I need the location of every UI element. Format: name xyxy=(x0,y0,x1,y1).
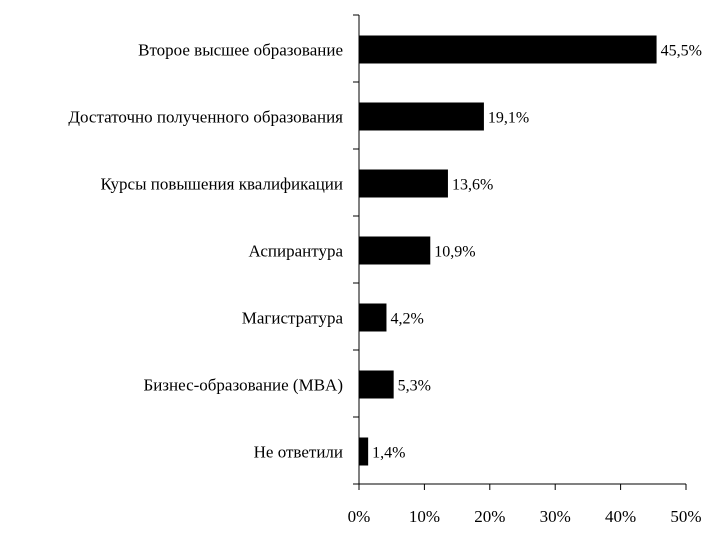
bar xyxy=(359,370,394,399)
x-tick-label: 20% xyxy=(474,507,505,526)
bar xyxy=(359,102,484,131)
data-label: 19,1% xyxy=(488,110,529,127)
axes-group xyxy=(353,14,687,490)
data-label: 45,5% xyxy=(661,43,702,60)
bar xyxy=(359,303,387,332)
category-label: Бизнес-образование (MBA) xyxy=(143,376,343,395)
data-label: 13,6% xyxy=(452,177,493,194)
data-label: 1,4% xyxy=(372,445,405,462)
x-tick-label: 40% xyxy=(605,507,636,526)
labels-group: 0% 10% 20% 30% 40% 50% Второе высшее образован… xyxy=(68,41,701,527)
bars-group xyxy=(359,35,657,466)
bar xyxy=(359,169,448,198)
bar xyxy=(359,35,657,64)
category-label: Курсы повышения квалификации xyxy=(100,175,343,194)
bar xyxy=(359,236,431,265)
x-tick-label: 30% xyxy=(540,507,571,526)
data-label: 4,2% xyxy=(390,311,423,328)
x-tick-label: 0% xyxy=(348,507,371,526)
x-tick-label: 10% xyxy=(409,507,440,526)
category-label: Не ответили xyxy=(254,443,343,462)
category-label: Второе высшее образование xyxy=(138,41,343,60)
x-tick-label: 50% xyxy=(670,507,701,526)
category-label: Магистратура xyxy=(242,309,344,328)
data-label: 10,9% xyxy=(434,244,475,261)
category-label: Достаточно полученного образования xyxy=(68,108,343,127)
category-label: Аспирантура xyxy=(249,242,344,261)
bar xyxy=(359,437,369,466)
data-label: 5,3% xyxy=(398,378,431,395)
